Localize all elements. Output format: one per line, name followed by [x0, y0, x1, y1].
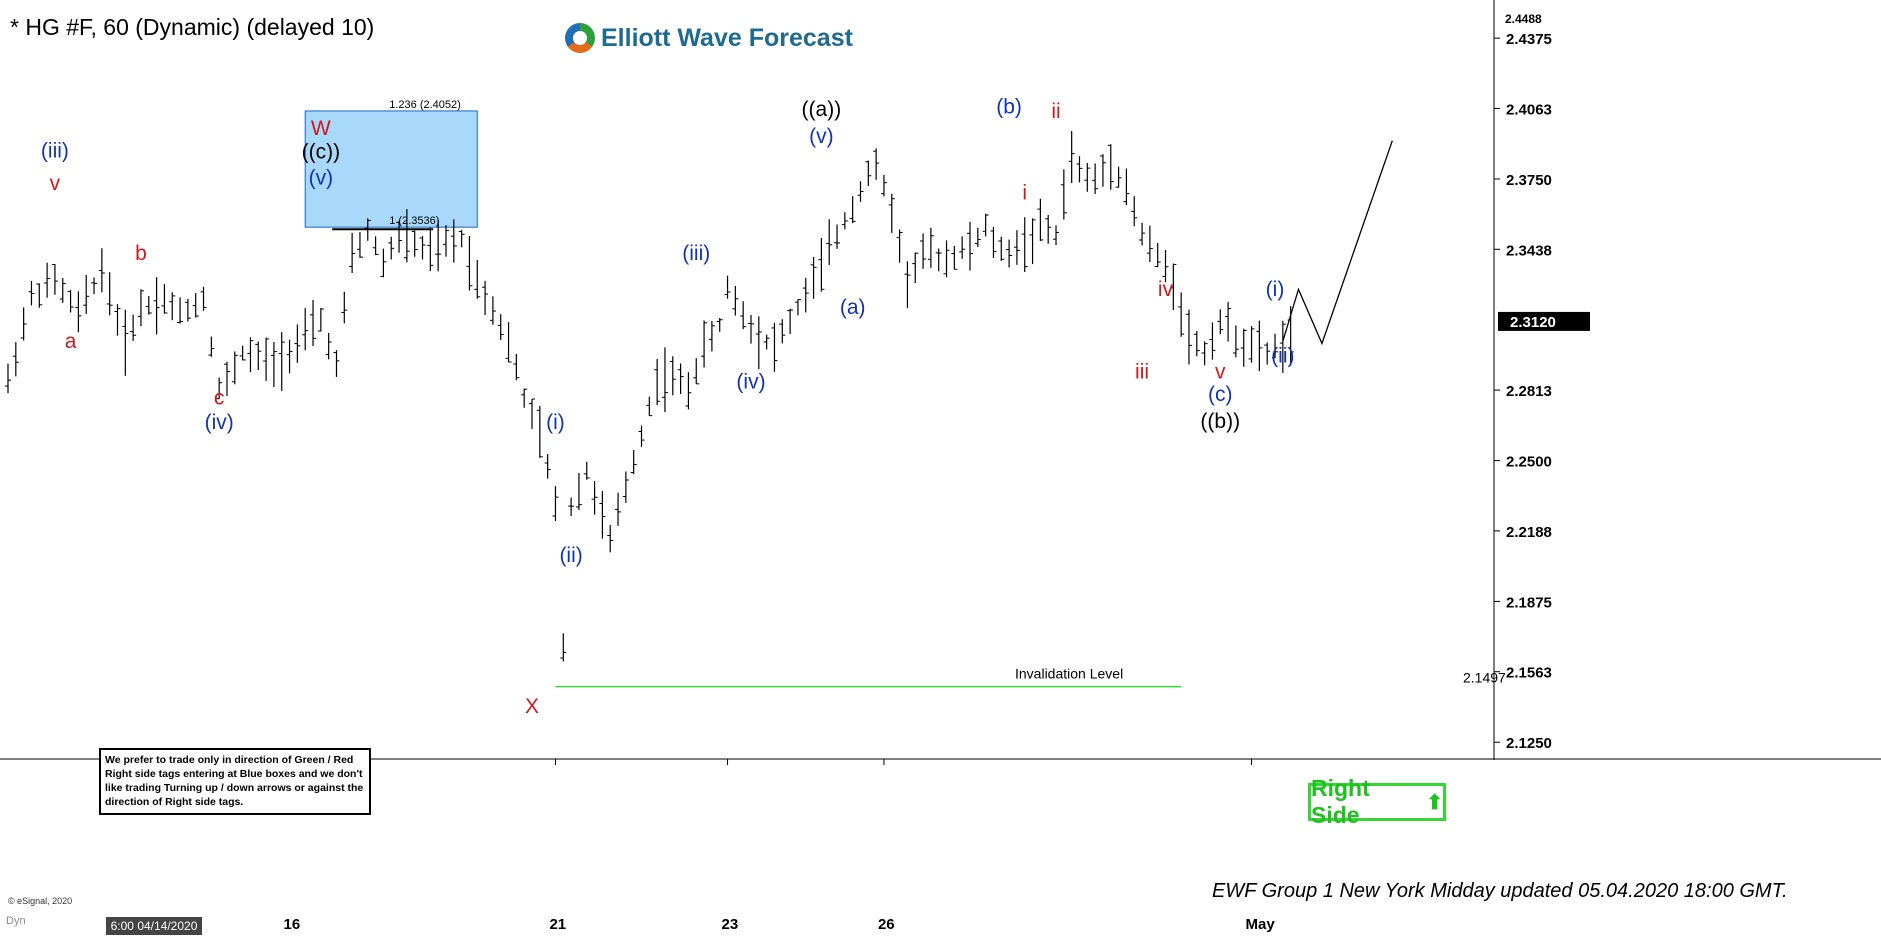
projection-path: [1282, 140, 1393, 346]
fib-target-box: [304, 110, 478, 228]
time-tick-label: 23: [722, 916, 739, 933]
wave-label: (i): [546, 411, 565, 434]
wave-label: i: [1022, 181, 1027, 204]
invalidation-value: 2.1497: [1463, 670, 1506, 686]
wave-label: (c): [1208, 383, 1233, 406]
price-tick-label: 2.1250: [1506, 735, 1552, 752]
wave-label: b: [135, 242, 147, 265]
wave-label: ((c)): [302, 141, 340, 164]
wave-label: a: [65, 330, 77, 353]
wave-label: iii: [1135, 360, 1149, 383]
brand-logo: Elliott Wave Forecast: [565, 18, 853, 58]
wave-label: (v): [309, 167, 334, 190]
wave-label: (ii): [559, 544, 582, 567]
price-tick-label: 2.4375: [1506, 31, 1552, 48]
wave-label: (a): [840, 296, 866, 319]
wave-label: v: [1215, 360, 1226, 383]
right-side-tag: Right Side ⬆: [1308, 775, 1446, 828]
wave-label: c: [214, 386, 225, 409]
wave-label: ((a)): [802, 98, 842, 121]
wave-label: X: [525, 695, 539, 718]
price-tick-label: 2.1875: [1506, 594, 1552, 611]
fib-1-label: 1 (2.3536): [389, 215, 439, 227]
time-tick-label: May: [1246, 916, 1276, 933]
cursor-date-label: 6:00 04/14/2020: [106, 917, 202, 935]
price-tick-label: 2.4063: [1506, 101, 1552, 118]
wave-label: (i): [1266, 278, 1285, 301]
time-tick-label: 16: [284, 916, 301, 933]
invalidation-label: Invalidation Level: [1015, 666, 1123, 682]
trading-note: We prefer to trade only in direction of …: [99, 748, 371, 815]
ewf-logo-icon: [565, 23, 595, 53]
wave-label: (iii): [682, 242, 710, 265]
update-note: EWF Group 1 New York Midday updated 05.0…: [1212, 880, 1788, 902]
price-tick-label: 2.2500: [1506, 454, 1552, 471]
wave-label: ((b)): [1200, 410, 1240, 433]
time-tick-label: 21: [549, 916, 566, 933]
wave-label: ii: [1051, 100, 1060, 123]
price-tick-label: 2.1563: [1506, 665, 1552, 682]
wave-label: (iii): [41, 140, 69, 163]
up-arrow-icon: ⬆: [1426, 791, 1443, 814]
right-side-label: Right Side: [1311, 775, 1370, 828]
dyn-label: Dyn: [6, 915, 26, 927]
wave-label: (v): [809, 125, 834, 148]
top-price-label: 2.4488: [1505, 12, 1542, 26]
wave-label: v: [50, 172, 61, 195]
wave-label: W: [311, 117, 331, 140]
price-tick-label: 2.2188: [1506, 524, 1552, 541]
chart-title: * HG #F, 60 (Dynamic) (delayed 10): [10, 14, 375, 40]
time-tick-label: 26: [878, 916, 895, 933]
wave-label: (iv): [736, 371, 765, 394]
last-price-value: 2.3120: [1510, 314, 1556, 331]
wave-label: (b): [996, 96, 1022, 119]
wave-label: (iv): [205, 411, 234, 434]
wave-label: (ii): [1271, 345, 1294, 368]
price-tick-label: 2.3750: [1506, 172, 1552, 189]
price-tick-label: 2.3438: [1506, 242, 1552, 259]
brand-name: Elliott Wave Forecast: [601, 23, 853, 52]
price-tick-label: 2.2813: [1506, 383, 1552, 400]
source-credit: © eSignal, 2020: [8, 896, 73, 906]
fib-1236-label: 1.236 (2.4052): [389, 99, 461, 111]
last-price-badge: [1498, 311, 1590, 331]
wave-label: iv: [1158, 278, 1174, 301]
